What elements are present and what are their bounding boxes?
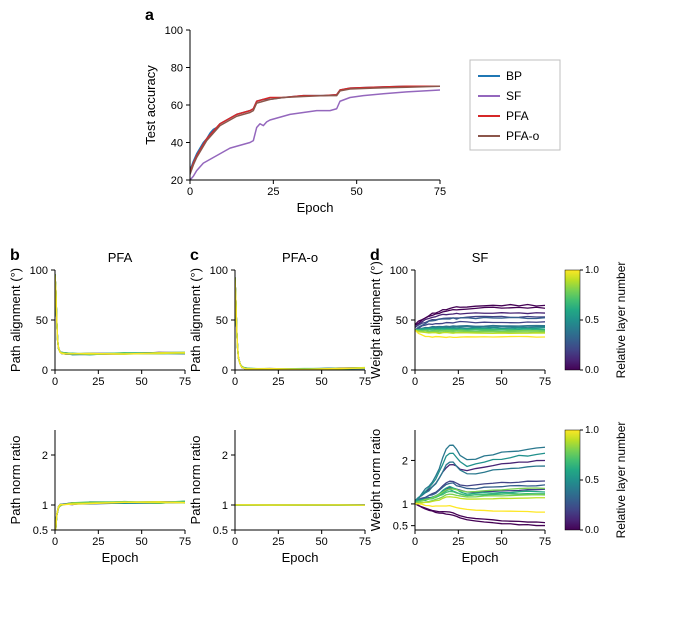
panel-d-top: 0 25 50 75 0 50 100 Weight alignment (°) SF (368, 250, 551, 388)
svg-text:50: 50 (396, 315, 408, 327)
svg-text:b: b (10, 247, 20, 264)
panel-d-bot: 0 25 50 75 0.5 1 2 Epoch Weight norm ratio (368, 429, 551, 565)
svg-text:0: 0 (402, 365, 408, 377)
svg-text:0.0: 0.0 (585, 525, 599, 536)
svg-text:0.0: 0.0 (585, 365, 599, 376)
svg-text:0: 0 (187, 186, 193, 198)
svg-text:50: 50 (496, 536, 508, 548)
svg-text:25: 25 (92, 536, 104, 548)
svg-text:0: 0 (412, 376, 418, 388)
svg-text:Weight alignment (°): Weight alignment (°) (368, 261, 383, 379)
svg-text:0.5: 0.5 (393, 521, 408, 533)
svg-text:PFA-o: PFA-o (506, 129, 540, 143)
svg-text:1.0: 1.0 (585, 265, 599, 276)
svg-text:25: 25 (267, 186, 279, 198)
svg-text:0: 0 (232, 536, 238, 548)
svg-text:100: 100 (30, 265, 48, 277)
svg-text:100: 100 (210, 265, 228, 277)
svg-text:Path alignment (°): Path alignment (°) (8, 268, 23, 372)
svg-text:75: 75 (179, 376, 191, 388)
svg-text:75: 75 (434, 186, 446, 198)
svg-text:100: 100 (390, 265, 408, 277)
svg-text:Epoch: Epoch (462, 550, 499, 565)
svg-text:50: 50 (136, 376, 148, 388)
svg-text:PFA-o: PFA-o (282, 250, 318, 265)
svg-text:25: 25 (92, 376, 104, 388)
svg-text:c: c (190, 247, 199, 264)
svg-text:75: 75 (359, 536, 371, 548)
svg-text:2: 2 (222, 450, 228, 462)
svg-text:0: 0 (232, 376, 238, 388)
panel-b-top: 0 25 50 75 0 50 100 Path alignment (°) PFA (8, 250, 191, 388)
svg-text:100: 100 (165, 25, 183, 37)
svg-text:BP: BP (506, 69, 522, 83)
svg-text:80: 80 (171, 63, 183, 75)
svg-text:20: 20 (171, 175, 183, 187)
svg-text:25: 25 (452, 536, 464, 548)
svg-text:75: 75 (539, 376, 551, 388)
svg-text:Weight norm ratio: Weight norm ratio (368, 429, 383, 531)
svg-text:50: 50 (216, 315, 228, 327)
panel-c-bot: 0 25 50 75 0.5 1 2 Epoch Path norm ratio (188, 430, 371, 565)
svg-text:d: d (370, 247, 380, 264)
legend: BP SF PFA PFA-o (470, 60, 560, 150)
svg-text:25: 25 (452, 376, 464, 388)
svg-text:0: 0 (42, 365, 48, 377)
svg-text:50: 50 (136, 536, 148, 548)
svg-text:Relative layer number: Relative layer number (614, 422, 628, 539)
svg-text:75: 75 (179, 536, 191, 548)
svg-text:2: 2 (402, 455, 408, 467)
svg-text:Epoch: Epoch (102, 550, 139, 565)
colorbar-bot: 0.0 0.5 1.0 Relative layer number (565, 422, 628, 539)
panel-a: 0 25 50 75 20 40 60 80 100 Epoch Test accuracy a (143, 7, 446, 215)
svg-text:Epoch: Epoch (282, 550, 319, 565)
svg-text:Path alignment (°): Path alignment (°) (188, 268, 203, 372)
svg-text:Path norm ratio: Path norm ratio (8, 436, 23, 525)
svg-text:1.0: 1.0 (585, 425, 599, 436)
colorbar-top: 0.0 0.5 1.0 Relative layer number (565, 262, 628, 379)
svg-text:50: 50 (496, 376, 508, 388)
svg-text:0: 0 (222, 365, 228, 377)
svg-text:2: 2 (42, 450, 48, 462)
svg-text:0.5: 0.5 (33, 525, 48, 537)
svg-text:50: 50 (351, 186, 363, 198)
svg-text:a: a (145, 7, 154, 24)
svg-text:SF: SF (506, 89, 521, 103)
svg-text:25: 25 (272, 536, 284, 548)
svg-text:1: 1 (42, 500, 48, 512)
svg-text:50: 50 (36, 315, 48, 327)
svg-text:0.5: 0.5 (213, 525, 228, 537)
svg-text:1: 1 (222, 500, 228, 512)
svg-text:Test accuracy: Test accuracy (143, 65, 158, 145)
svg-text:25: 25 (272, 376, 284, 388)
svg-text:0: 0 (52, 536, 58, 548)
figure: 025507520406080100EpochTest accuracyaBPS… (0, 0, 693, 631)
svg-text:PFA: PFA (108, 250, 133, 265)
svg-text:0: 0 (412, 536, 418, 548)
svg-text:0.5: 0.5 (585, 475, 599, 486)
svg-text:50: 50 (316, 536, 328, 548)
svg-text:50: 50 (316, 376, 328, 388)
svg-text:1: 1 (402, 499, 408, 511)
svg-text:0: 0 (52, 376, 58, 388)
svg-text:75: 75 (539, 536, 551, 548)
svg-text:60: 60 (171, 100, 183, 112)
panel-c-top: 0255075050100Path alignment (°)PFA-o (188, 250, 371, 388)
svg-text:Relative layer number: Relative layer number (614, 262, 628, 379)
svg-text:Path norm ratio: Path norm ratio (188, 436, 203, 525)
svg-text:SF: SF (472, 250, 489, 265)
svg-text:PFA: PFA (506, 109, 529, 123)
svg-text:40: 40 (171, 138, 183, 150)
svg-text:0.5: 0.5 (585, 315, 599, 326)
svg-text:Epoch: Epoch (297, 200, 334, 215)
panel-b-bot: 0 25 50 75 0.5 1 2 Epoch Path norm ratio (8, 430, 191, 565)
